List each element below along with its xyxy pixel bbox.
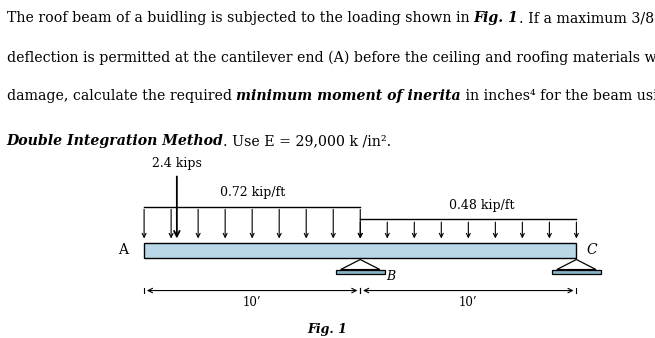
Text: B: B — [386, 270, 396, 284]
Text: damage, calculate the required: damage, calculate the required — [7, 89, 236, 103]
Text: Fig. 1: Fig. 1 — [474, 11, 519, 25]
Text: in inches⁴ for the beam using the: in inches⁴ for the beam using the — [460, 89, 655, 103]
Text: . If a maximum 3/8 inch: . If a maximum 3/8 inch — [519, 11, 655, 25]
Polygon shape — [341, 260, 380, 270]
Text: C: C — [586, 243, 597, 258]
Text: A: A — [118, 243, 128, 258]
Polygon shape — [557, 260, 596, 270]
Bar — [144, 243, 576, 258]
Text: minimum moment of inerita: minimum moment of inerita — [236, 89, 460, 103]
Text: . Use E = 29,000 k /in².: . Use E = 29,000 k /in². — [223, 134, 392, 148]
Text: 10’: 10’ — [243, 296, 261, 309]
Text: 2.4 kips: 2.4 kips — [152, 157, 202, 170]
Bar — [552, 270, 601, 274]
Text: Fig. 1: Fig. 1 — [308, 323, 347, 336]
Text: Double Integration Method: Double Integration Method — [7, 134, 223, 148]
Bar — [336, 270, 385, 274]
Text: 0.72 kip/ft: 0.72 kip/ft — [219, 186, 285, 199]
Text: 0.48 kip/ft: 0.48 kip/ft — [449, 199, 514, 212]
Text: The roof beam of a buidling is subjected to the loading shown in: The roof beam of a buidling is subjected… — [7, 11, 474, 25]
Text: 10’: 10’ — [459, 296, 477, 309]
Text: deflection is permitted at the cantilever end (A) before the ceiling and roofing: deflection is permitted at the cantileve… — [7, 50, 655, 65]
